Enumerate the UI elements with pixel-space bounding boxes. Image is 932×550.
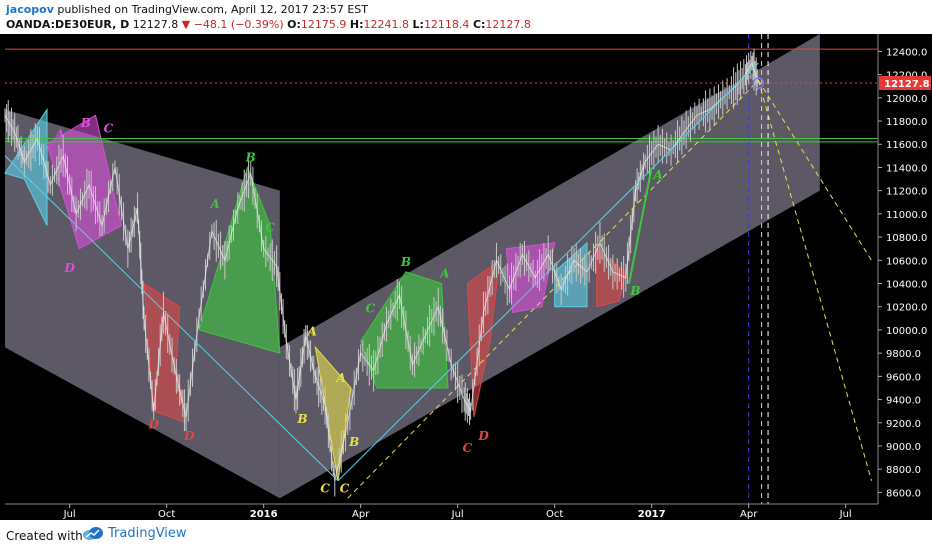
trend-line-5 (628, 167, 653, 284)
high-label: H: (349, 18, 364, 31)
pattern-label-1: B (80, 116, 91, 130)
harmonic-pattern-3 (198, 165, 281, 354)
price-tick-label: 10000.0 (886, 326, 927, 337)
footer: Created with TradingView (0, 520, 932, 550)
trend-line-4 (757, 80, 873, 481)
high-value: 12241.8 (363, 18, 410, 31)
time-tick-label: Apr (740, 509, 758, 520)
pattern-label-13: C (320, 481, 330, 495)
created-with-text: Created with (6, 529, 83, 543)
pattern-label-18: C (463, 441, 473, 455)
time-tick-label: Jul (451, 509, 464, 520)
pattern-label-8: D (183, 429, 195, 443)
last-price: 12127.8 (132, 18, 179, 31)
price-tick-label: 11600.0 (886, 140, 927, 151)
author-link[interactable]: jacopov (6, 3, 54, 16)
tradingview-cloud-icon (83, 526, 103, 540)
price-tick-label: 10400.0 (886, 280, 927, 291)
time-tick-label: Apr (352, 509, 370, 520)
trend-line-2 (347, 80, 759, 499)
pattern-label-19: D (477, 429, 489, 443)
pattern-label-21: B (629, 284, 640, 298)
price-tick-label: 11800.0 (886, 117, 927, 128)
price-tick-label: 10200.0 (886, 303, 927, 314)
open-value: 12175.9 (300, 18, 347, 31)
time-tick-label: Oct (158, 509, 175, 520)
open-label: O: (287, 18, 301, 31)
pattern-label-9: A (307, 325, 317, 339)
pattern-label-6: C (265, 220, 275, 234)
price-tick-label: 9000.0 (886, 442, 921, 453)
price-tick-label: 11000.0 (886, 210, 927, 221)
pattern-label-17: A (439, 267, 449, 281)
price-axis (878, 34, 932, 520)
time-tick-label: Jul (839, 509, 852, 520)
chart-area[interactable]: A B C D B A C D D A B A B C C C B A C D A B 8600.0 8800.0 9000.0… (0, 34, 932, 520)
pattern-label-4: B (245, 151, 256, 165)
down-arrow-icon: ▼ (181, 18, 191, 31)
pattern-label-11: A (336, 371, 346, 385)
pattern-label-2: C (104, 122, 114, 136)
price-change: −48.1 (−0.39%) (193, 18, 284, 31)
price-tick-label: 12400.0 (886, 47, 927, 58)
low-value: 12118.4 (423, 18, 470, 31)
last-price-tag-label: 12127.8 (884, 79, 930, 90)
price-tick-label: 11200.0 (886, 187, 927, 198)
price-tick-label: 10800.0 (886, 233, 927, 244)
publish-line: jacopov published on TradingView.com, Ap… (6, 3, 368, 16)
pattern-label-14: C (340, 481, 350, 495)
price-line (4, 61, 759, 481)
close-label: C: (472, 18, 486, 31)
time-tick-label: 2016 (250, 509, 278, 520)
price-tick-label: 8800.0 (886, 465, 921, 476)
pattern-label-3: D (63, 261, 75, 275)
tradingview-brand[interactable]: TradingView (82, 526, 187, 541)
pattern-label-20: A (652, 168, 662, 182)
last-price-marker (752, 77, 765, 89)
symbol-name: OANDA:DE30EUR, D (6, 18, 130, 31)
pattern-label-5: A (210, 197, 220, 211)
time-tick-label: 2017 (638, 509, 666, 520)
price-tick-label: 11400.0 (886, 163, 927, 174)
time-tick-label: Jul (63, 509, 76, 520)
pattern-label-12: B (348, 435, 359, 449)
price-tick-label: 8600.0 (886, 488, 921, 499)
price-tick-label: 9200.0 (886, 419, 921, 430)
price-tick-label: 9800.0 (886, 349, 921, 360)
symbol-info: OANDA:DE30EUR, D 12127.8 ▼ −48.1 (−0.39%… (6, 18, 531, 31)
pattern-label-16: B (400, 255, 411, 269)
price-tick-label: 9600.0 (886, 372, 921, 383)
trend-line-0 (4, 155, 339, 482)
price-tick-label: 12000.0 (886, 94, 927, 105)
harmonic-pattern-1 (46, 114, 122, 250)
price-tick-label: 10600.0 (886, 256, 927, 267)
last-price-tag (879, 75, 931, 90)
brand-name: TradingView (108, 526, 187, 541)
publish-info: published on TradingView.com, April 12, … (57, 3, 368, 16)
trend-line-1 (337, 62, 759, 482)
price-tick-label: 9400.0 (886, 396, 921, 407)
low-label: L: (412, 18, 424, 31)
pattern-label-10: B (296, 412, 307, 426)
pattern-label-0: A (54, 127, 64, 141)
pattern-label-7: D (148, 418, 160, 432)
time-tick-label: Oct (546, 509, 563, 520)
close-value: 12127.8 (485, 18, 531, 31)
chart-header: jacopov published on TradingView.com, Ap… (0, 0, 932, 34)
pattern-label-15: C (366, 302, 376, 316)
